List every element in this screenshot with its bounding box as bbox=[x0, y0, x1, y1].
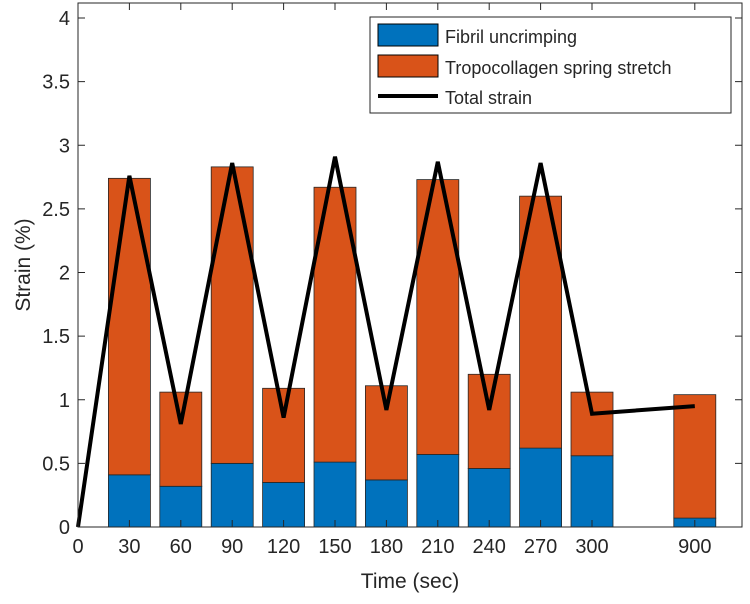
x-tick-label: 90 bbox=[221, 536, 243, 558]
plot-frame bbox=[77, 2, 743, 528]
y-tick-label: 0 bbox=[59, 517, 70, 539]
bar-fibril-180 bbox=[364, 479, 408, 528]
total-strain-line-group bbox=[76, 156, 695, 528]
bar-fibril-210 bbox=[416, 454, 460, 528]
axes-group: 0 0.5 1 1.5 2 2.5 3 3.5 4 0 30 60 90 120 150 180 210 240 2… bbox=[42, 2, 743, 558]
legend: Fibril uncrimping Tropocollagen spring s… bbox=[369, 16, 732, 114]
x-tick-label: 30 bbox=[118, 536, 140, 558]
bar-tropocollagen-300 bbox=[570, 391, 614, 457]
bar-fibril-300 bbox=[570, 455, 614, 528]
bar-fibril-270 bbox=[519, 447, 562, 528]
bar-tropocollagen-90 bbox=[210, 166, 254, 464]
legend-swatch-tropocollagen bbox=[377, 54, 439, 78]
y-tick-label: 2 bbox=[59, 263, 70, 285]
x-tick-label: 240 bbox=[473, 536, 506, 558]
bar-tropocollagen-900 bbox=[673, 394, 717, 519]
bar-tropocollagen-30 bbox=[108, 177, 151, 476]
bar-tropocollagen-210 bbox=[416, 179, 460, 455]
y-tick-label: 1.5 bbox=[42, 326, 70, 348]
legend-label-fibril: Fibril uncrimping bbox=[445, 27, 577, 47]
legend-label-total: Total strain bbox=[445, 88, 532, 108]
bar-fibril-90 bbox=[210, 462, 254, 528]
legend-label-tropocollagen: Tropocollagen spring stretch bbox=[445, 58, 671, 78]
legend-swatch-fibril bbox=[377, 23, 439, 47]
x-tick-label: 150 bbox=[318, 536, 351, 558]
y-tick-label: 2.5 bbox=[42, 199, 70, 221]
y-tick-label: 4 bbox=[59, 8, 70, 30]
bars-group bbox=[108, 166, 717, 528]
bar-fibril-30 bbox=[108, 474, 151, 528]
bar-tropocollagen-240 bbox=[467, 373, 511, 469]
x-axis-label: Time (sec) bbox=[361, 570, 459, 593]
y-tick-label: 0.5 bbox=[42, 453, 70, 475]
y-tick-label: 1 bbox=[59, 390, 70, 412]
y-tick-label: 3 bbox=[59, 135, 70, 157]
bar-fibril-120 bbox=[262, 482, 306, 528]
x-tick-label: 210 bbox=[421, 536, 454, 558]
x-tick-label: 300 bbox=[575, 536, 608, 558]
bar-fibril-150 bbox=[313, 461, 357, 528]
x-tick-label: 900 bbox=[678, 536, 711, 558]
x-tick-label: 180 bbox=[370, 536, 403, 558]
x-tick-label: 0 bbox=[72, 536, 83, 558]
total-strain-line bbox=[76, 156, 695, 528]
bar-tropocollagen-60 bbox=[159, 391, 203, 487]
x-tick-label: 270 bbox=[524, 536, 557, 558]
x-tick-label: 120 bbox=[267, 536, 300, 558]
y-tick-label: 3.5 bbox=[42, 72, 70, 94]
bar-tropocollagen-120 bbox=[262, 387, 306, 483]
x-tick-label: 60 bbox=[170, 536, 192, 558]
y-axis-label: Strain (%) bbox=[12, 218, 35, 311]
bar-fibril-240 bbox=[467, 468, 511, 528]
